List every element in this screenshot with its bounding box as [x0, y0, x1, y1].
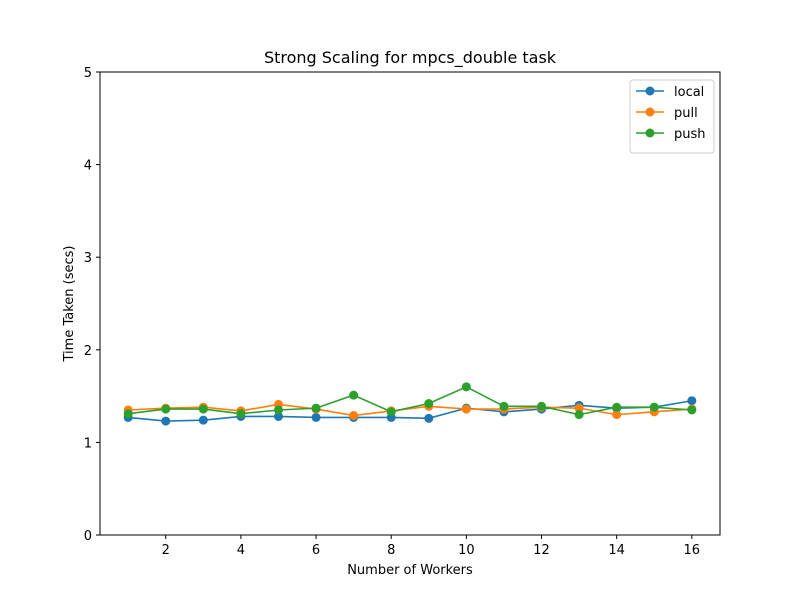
series-line-local — [128, 399, 692, 422]
legend-marker — [645, 86, 655, 96]
data-point-push — [537, 401, 547, 411]
y-tick-label: 0 — [84, 529, 92, 544]
y-tick-label: 5 — [84, 66, 92, 81]
x-axis-label: Number of Workers — [347, 563, 473, 578]
y-axis-label: Time Taken (secs) — [62, 246, 77, 363]
legend-label: local — [674, 85, 704, 100]
legend-item-local: local — [636, 85, 704, 100]
data-point-push — [273, 405, 283, 415]
data-point-local — [311, 412, 321, 422]
data-point-pull — [349, 411, 359, 421]
x-tick-label: 16 — [684, 543, 701, 558]
legend-label: pull — [674, 106, 698, 121]
data-point-push — [499, 401, 509, 411]
data-point-push — [161, 404, 171, 414]
data-point-local — [161, 416, 171, 426]
x-tick-label: 6 — [312, 543, 320, 558]
y-tick-label: 3 — [84, 251, 92, 266]
x-tick-label: 12 — [533, 543, 550, 558]
axes-frame — [99, 71, 721, 536]
data-point-push — [687, 405, 697, 415]
legend: local pull push — [629, 79, 715, 154]
series-push — [123, 382, 697, 420]
data-point-push — [236, 409, 246, 419]
legend-item-pull: pull — [636, 106, 698, 121]
data-point-push — [424, 399, 434, 409]
data-point-local — [273, 411, 283, 421]
data-point-push — [574, 410, 584, 420]
data-point-push — [198, 404, 208, 414]
legend-item-push: push — [636, 127, 706, 142]
data-point-push — [461, 382, 471, 392]
data-point-push — [612, 402, 622, 412]
y-tick-label: 4 — [84, 159, 92, 174]
data-point-pull — [574, 403, 584, 413]
legend-label: push — [674, 127, 706, 142]
chart-title: Strong Scaling for mpcs_double task — [264, 48, 557, 68]
data-point-push — [123, 409, 133, 419]
legend-marker — [645, 128, 655, 138]
data-point-push — [649, 402, 659, 412]
data-point-push — [349, 390, 359, 400]
data-point-local — [424, 413, 434, 423]
x-tick-label: 4 — [237, 543, 245, 558]
plot-area — [123, 382, 697, 426]
x-axis: 2 4 6 8 10 12 14 16 — [162, 535, 700, 558]
x-tick-label: 8 — [387, 543, 395, 558]
data-point-push — [311, 403, 321, 413]
data-point-push — [386, 407, 396, 417]
data-point-pull — [461, 404, 471, 414]
y-tick-label: 2 — [84, 344, 92, 359]
series-line-push — [128, 385, 692, 416]
x-tick-label: 10 — [458, 543, 475, 558]
y-axis: 0 1 2 3 4 5 — [84, 66, 100, 544]
series-local — [123, 396, 697, 426]
data-point-local — [198, 415, 208, 425]
x-tick-label: 2 — [162, 543, 170, 558]
x-tick-label: 14 — [608, 543, 625, 558]
data-point-local — [687, 396, 697, 406]
legend-marker — [645, 107, 655, 117]
y-tick-label: 1 — [84, 436, 92, 451]
data-point-pull — [612, 410, 622, 420]
